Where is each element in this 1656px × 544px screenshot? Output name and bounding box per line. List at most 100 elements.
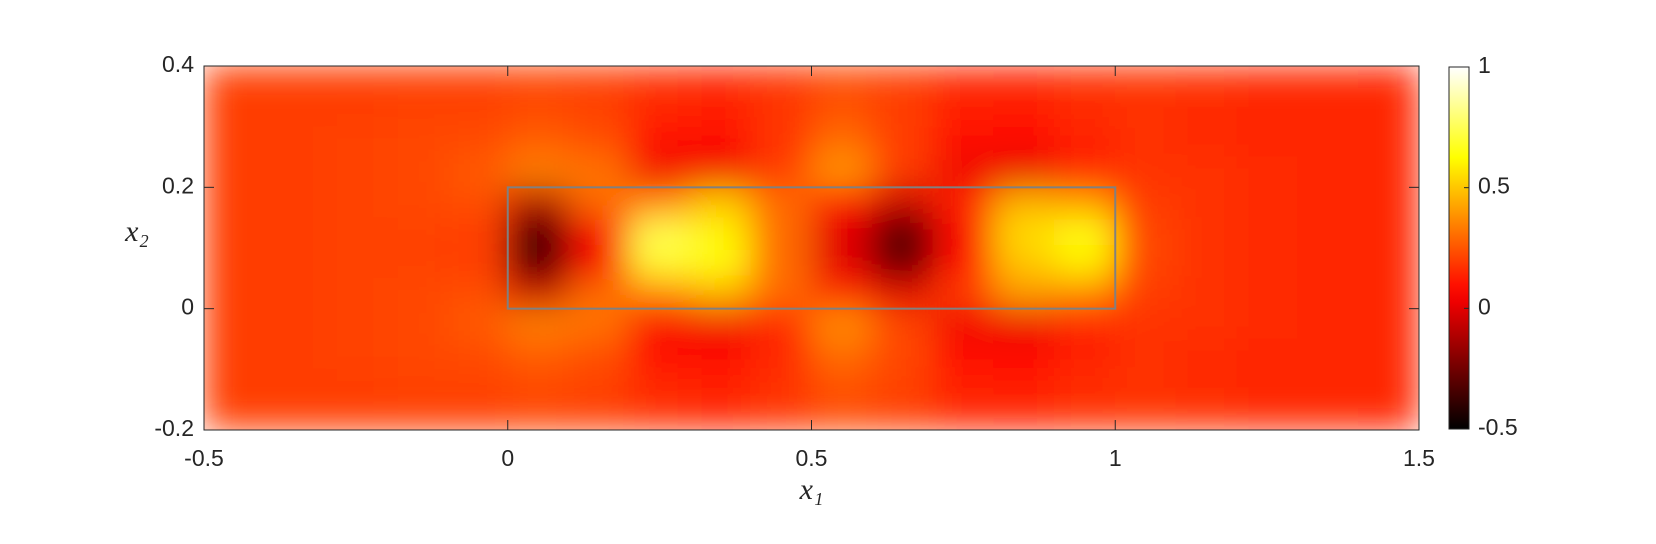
heat-cell (1114, 126, 1177, 158)
x-axis-label: x₁ (799, 473, 824, 506)
heat-cell (1236, 217, 1298, 249)
heat-cell (932, 277, 995, 310)
colorbar-tick-label: -0.5 (1478, 414, 1518, 440)
heat-cell (1054, 66, 1116, 97)
heat-cell (325, 217, 387, 249)
heat-cell (628, 277, 691, 310)
heat-cell (1054, 217, 1116, 249)
heat-cell (264, 338, 326, 370)
heat-cell (1236, 368, 1298, 401)
heat-cell (628, 399, 691, 430)
heat-cell (1175, 247, 1238, 279)
heat-cell (264, 277, 326, 310)
heat-cell (871, 126, 934, 158)
heat-cell (1054, 368, 1116, 401)
heat-cell (1357, 277, 1419, 310)
heat-cell (871, 66, 934, 97)
heat-cell (1054, 338, 1116, 370)
heat-cell (446, 277, 509, 310)
heat-cell (750, 368, 812, 401)
heat-cell (811, 126, 873, 158)
heat-cell (507, 399, 569, 430)
heat-cell (689, 66, 752, 97)
heat-cell (507, 277, 569, 310)
heat-cell (1114, 338, 1177, 370)
heat-cell (993, 277, 1055, 310)
heat-cell (446, 186, 509, 219)
heat-cell (1297, 66, 1359, 97)
heat-cell (1114, 368, 1177, 401)
heat-cell (264, 95, 326, 128)
heat-cell (446, 308, 509, 340)
heat-cell (1297, 338, 1359, 370)
heat-cell (1054, 95, 1116, 128)
heat-cell (993, 399, 1055, 430)
heat-cell (1357, 308, 1419, 340)
heat-cell (993, 217, 1055, 249)
heat-cell (932, 156, 995, 188)
heat-cell (568, 277, 630, 310)
heat-cell (1175, 338, 1238, 370)
heat-cell (932, 399, 995, 430)
heat-cell (1297, 399, 1359, 430)
heat-cell (689, 308, 752, 340)
heatmap-cells (204, 66, 1419, 430)
heat-cell (689, 126, 752, 158)
heat-cell (750, 156, 812, 188)
heat-cell (628, 368, 691, 401)
heat-cell (811, 368, 873, 401)
heat-cell (568, 368, 630, 401)
heat-cell (993, 186, 1055, 219)
heat-cell (264, 186, 326, 219)
heat-cell (1357, 126, 1419, 158)
heat-cell (1236, 338, 1298, 370)
heat-cell (1357, 368, 1419, 401)
heat-cell (385, 368, 448, 401)
heat-cell (689, 217, 752, 249)
heat-cell (1297, 247, 1359, 279)
heat-cell (871, 186, 934, 219)
heat-cell (264, 126, 326, 158)
heat-cell (1175, 66, 1238, 97)
heat-cell (1357, 217, 1419, 249)
heat-cell (1236, 156, 1298, 188)
heat-cell (871, 277, 934, 310)
heat-cell (385, 338, 448, 370)
heat-cell (204, 217, 266, 249)
heat-cell (568, 217, 630, 249)
heat-cell (750, 277, 812, 310)
heat-cell (993, 156, 1055, 188)
heat-cell (568, 66, 630, 97)
heat-cell (325, 399, 387, 430)
heat-cell (325, 66, 387, 97)
heat-cell (1297, 186, 1359, 219)
heat-cell (750, 186, 812, 219)
heat-cell (507, 95, 569, 128)
heat-cell (1054, 186, 1116, 219)
heat-cell (993, 66, 1055, 97)
heat-cell (1297, 126, 1359, 158)
heat-cell (1297, 368, 1359, 401)
heat-cell (568, 399, 630, 430)
heat-cell (446, 95, 509, 128)
heat-cell (932, 126, 995, 158)
heat-cell (1236, 277, 1298, 310)
heat-cell (325, 338, 387, 370)
heat-cell (1054, 277, 1116, 310)
heat-cell (1236, 186, 1298, 219)
heat-cell (446, 368, 509, 401)
heat-cell (811, 247, 873, 279)
heat-cell (325, 308, 387, 340)
heat-cell (811, 156, 873, 188)
heat-cell (264, 308, 326, 340)
heat-cell (1175, 156, 1238, 188)
x-tick-label: 0 (501, 445, 514, 471)
heat-cell (385, 308, 448, 340)
heat-cell (1297, 217, 1359, 249)
heat-cell (750, 399, 812, 430)
heat-cell (932, 247, 995, 279)
heat-cell (811, 399, 873, 430)
heat-cell (1175, 186, 1238, 219)
heat-cell (325, 95, 387, 128)
